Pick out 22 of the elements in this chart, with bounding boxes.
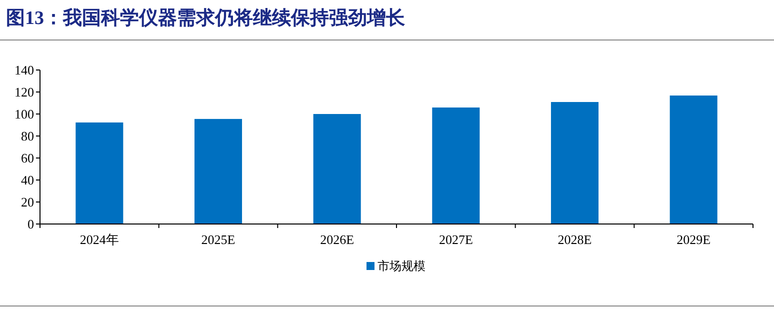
x-tick-label: 2027E [438, 232, 473, 247]
y-tick-label: 140 [14, 62, 34, 78]
y-tick-label: 40 [21, 172, 34, 188]
x-tick-label: 2028E [558, 232, 592, 247]
y-tick-label: 60 [21, 150, 34, 166]
chart-title: 图13：我国科学仪器需求仍将继续保持强劲增长 [6, 7, 406, 29]
x-tick-label: 2025E [201, 232, 236, 247]
x-tick-label: 2024年 [80, 232, 119, 247]
bar [313, 114, 361, 224]
x-tick-label: 2026E [320, 232, 354, 247]
y-tick-label: 100 [14, 106, 34, 122]
bar [670, 96, 718, 224]
bar [194, 118, 242, 224]
bar [550, 102, 599, 224]
legend-label: 市场规模 [378, 259, 426, 273]
y-tick-label: 0 [28, 216, 34, 232]
y-tick-label: 20 [21, 194, 34, 210]
bar [76, 122, 124, 224]
y-tick-label: 120 [14, 84, 34, 100]
x-tick-label: 2029E [676, 232, 711, 247]
y-tick-label: 80 [21, 128, 34, 144]
bar [432, 108, 480, 224]
